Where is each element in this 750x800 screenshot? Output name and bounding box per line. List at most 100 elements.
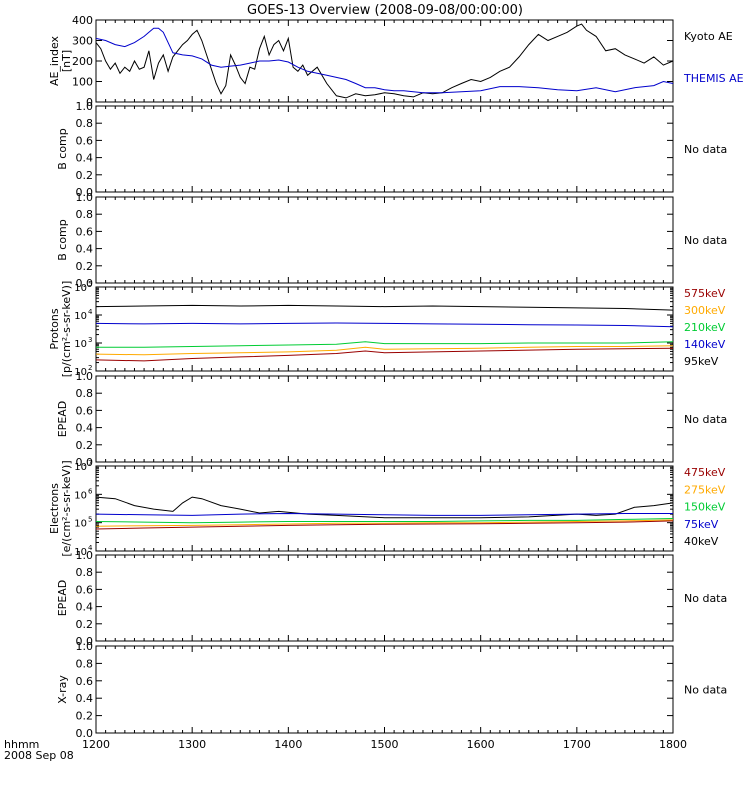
y-tick-label: 0 — [86, 96, 93, 109]
y-axis-label: Electrons — [48, 483, 61, 534]
legend-entry: 150keV — [684, 501, 726, 514]
y-tick-label: 0.6 — [76, 134, 94, 147]
x-tick-label: 1800 — [659, 738, 687, 751]
y-tick-label: 0.6 — [76, 675, 94, 688]
y-axis-label: X-ray — [56, 675, 69, 704]
y-tick-label: 300 — [72, 35, 93, 48]
legend-entry: 275keV — [684, 483, 726, 496]
y-axis-label: [e/(cm²-s-sr-keV)] — [60, 460, 73, 556]
panel-frame — [95, 554, 674, 642]
y-axis-label: EPEAD — [56, 401, 69, 438]
panel-epead2: 0.0 0.2 0.4 0.6 0.8 1.0 EPEAD No data — [56, 549, 727, 648]
y-tick-label: 1.0 — [76, 640, 94, 653]
y-axis-label: [nT] — [60, 50, 73, 72]
y-tick-exponent: 7 — [88, 459, 92, 467]
y-tick-label: 0.6 — [76, 225, 94, 238]
x-tick-label: 1400 — [274, 738, 302, 751]
panel-bcomp1: 0.0 0.2 0.4 0.6 0.8 1.0 B comp No data — [56, 100, 727, 199]
no-data-label: No data — [684, 143, 727, 156]
legend-entry: 40keV — [684, 535, 719, 548]
y-tick-label: 0.2 — [76, 618, 94, 631]
y-tick-label: 0.8 — [76, 566, 94, 579]
y-tick-label: 1.0 — [76, 549, 94, 562]
legend-entry: 95keV — [684, 355, 719, 368]
legend-entry: 475keV — [684, 466, 726, 479]
y-tick-label: 10 — [74, 519, 87, 530]
no-data-label: No data — [684, 413, 727, 426]
y-tick-label: 0.6 — [76, 583, 94, 596]
y-tick-label: 0.2 — [76, 439, 94, 452]
series-line-140kev — [95, 322, 674, 328]
y-tick-label: 10 — [74, 367, 87, 378]
y-tick-exponent: 4 — [88, 544, 93, 552]
y-tick-label: 10 — [74, 547, 87, 558]
panel-bcomp2: 0.0 0.2 0.4 0.6 0.8 1.0 B comp No data — [56, 191, 727, 290]
y-tick-label: 0.4 — [76, 422, 94, 435]
y-tick-label: 0.2 — [76, 169, 94, 182]
y-tick-label: 0.0 — [76, 727, 94, 740]
time-axis-label-date: 2008 Sep 08 — [4, 749, 74, 762]
series-line-themis-ae — [95, 27, 674, 94]
panel-xray: 0.0 0.2 0.4 0.6 0.8 1.0 X-ray No data — [56, 640, 727, 740]
series-line-40kev — [95, 496, 674, 519]
series-line-210kev — [96, 341, 674, 348]
y-tick-label: 200 — [72, 55, 93, 68]
y-tick-label: 1.0 — [76, 191, 94, 204]
y-axis-label: AE_index — [48, 35, 61, 86]
panel-frame — [95, 105, 674, 193]
y-tick-exponent: 6 — [88, 487, 93, 495]
y-tick-label: 0.4 — [76, 692, 94, 705]
legend-entry: 140keV — [684, 338, 726, 351]
series-line-kyoto-ae — [95, 23, 674, 99]
x-tick-label: 1500 — [371, 738, 399, 751]
series-line-275kev — [95, 519, 674, 527]
series-line-75kev — [95, 512, 673, 516]
panel-frame — [95, 375, 674, 463]
legend-entry: 575keV — [684, 287, 726, 300]
y-axis-label: B comp — [56, 219, 69, 261]
y-tick-exponent: 3 — [88, 336, 92, 344]
y-tick-label: 10 — [74, 462, 87, 473]
series-line-95kev — [95, 304, 674, 311]
x-tick-label: 1300 — [178, 738, 206, 751]
series-line-575kev — [95, 347, 674, 362]
panel-ae: 0 100 200 300 400 AE_index [nT] Kyoto AE THEMIS … — [48, 14, 744, 109]
x-tick-label: 1600 — [467, 738, 495, 751]
y-tick-label: 0.8 — [76, 117, 94, 130]
y-tick-label: 0.0 — [76, 277, 94, 290]
y-tick-label: 0.2 — [76, 710, 94, 723]
figure-title: GOES-13 Overview (2008-09-08/00:00:00) — [247, 3, 523, 18]
y-tick-label: 10 — [74, 490, 87, 501]
time-axis-label-hhmm: hhmm — [4, 738, 39, 751]
y-tick-label: 10 — [74, 283, 87, 294]
y-axis-label: Protons — [48, 308, 61, 349]
y-tick-label: 100 — [72, 76, 93, 89]
y-tick-label: 1.0 — [76, 370, 94, 383]
panel-frame — [95, 645, 674, 734]
y-tick-label: 0.8 — [76, 208, 94, 221]
y-tick-exponent: 4 — [88, 308, 93, 316]
y-tick-label: 0.8 — [76, 657, 94, 670]
y-tick-label: 0.0 — [76, 186, 94, 199]
y-tick-exponent: 5 — [88, 280, 92, 288]
legend-entry: 210keV — [684, 321, 726, 334]
y-tick-label: 0.0 — [76, 635, 94, 648]
series-line-300kev — [95, 345, 674, 356]
y-tick-label: 0.4 — [76, 152, 94, 165]
y-tick-label: 0.4 — [76, 243, 94, 256]
legend-entry: THEMIS AE — [683, 72, 744, 85]
y-axis-label: [p/(cm²-s-sr-keV)] — [60, 281, 73, 378]
y-tick-label: 400 — [72, 14, 93, 27]
series-line-475kev — [95, 520, 674, 530]
panels-group: 0 100 200 300 400 AE_index [nT] Kyoto AE THEMIS … — [48, 14, 744, 740]
panel-frame — [95, 465, 674, 552]
y-tick-label: 1.0 — [76, 100, 94, 113]
y-tick-label: 0.8 — [76, 387, 94, 400]
no-data-label: No data — [684, 592, 727, 605]
y-tick-exponent: 2 — [88, 364, 92, 372]
no-data-label: No data — [684, 684, 727, 697]
y-axis-label: EPEAD — [56, 580, 69, 617]
panel-frame — [95, 286, 674, 372]
